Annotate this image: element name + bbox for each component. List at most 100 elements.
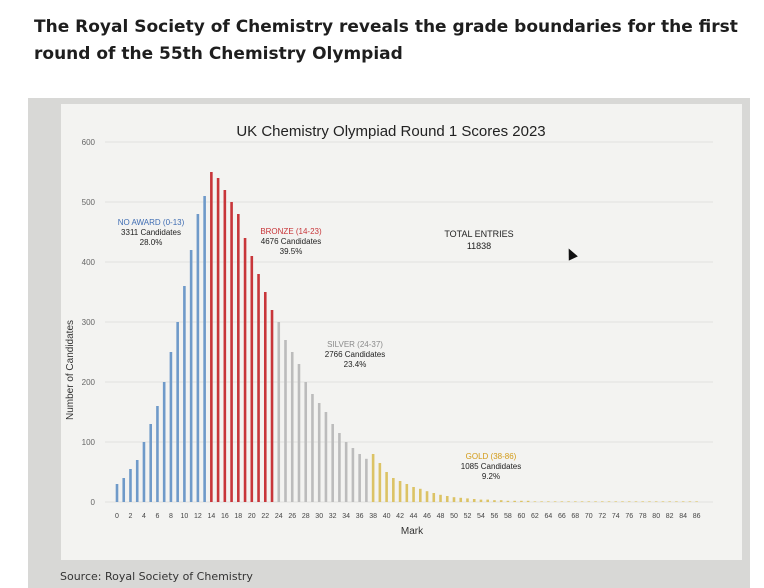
histogram-chart: UK Chemistry Olympiad Round 1 Scores 202… [65, 123, 713, 537]
bar-mark-60 [520, 500, 523, 502]
y-tick-label: 100 [82, 438, 96, 447]
bar-mark-35 [351, 448, 355, 502]
gold-percent: 9.2% [482, 472, 500, 481]
bar-mark-16 [223, 190, 227, 502]
bar-mark-68 [574, 501, 577, 502]
gold-candidates: 1085 Candidates [461, 462, 522, 471]
bronze-percent: 39.5% [280, 247, 303, 256]
bar-mark-29 [311, 394, 314, 502]
y-axis-label: Number of Candidates [65, 320, 76, 420]
no-award-annotation: NO AWARD (0-13) 3311 Candidates 28.0% [118, 218, 185, 247]
bar-mark-45 [419, 488, 422, 502]
bar-mark-40 [385, 472, 388, 502]
gridlines [105, 141, 713, 503]
article-headline: The Royal Society of Chemistry reveals t… [34, 17, 738, 64]
bar-mark-65 [553, 501, 557, 502]
x-tick-label: 8 [169, 513, 173, 520]
bronze-annotation: BRONZE (14-23) 4676 Candidates 39.5% [260, 227, 322, 256]
bar-mark-75 [621, 501, 624, 502]
bar-mark-57 [499, 500, 503, 502]
bar-mark-72 [600, 501, 604, 502]
x-tick-label: 72 [598, 513, 606, 520]
x-tick-label: 16 [221, 513, 229, 520]
bar-mark-0 [115, 484, 119, 502]
bar-mark-28 [304, 382, 308, 502]
bar-mark-53 [472, 499, 476, 502]
bars [115, 172, 698, 502]
x-tick-label: 2 [129, 513, 133, 520]
silver-candidates: 2766 Candidates [325, 350, 386, 359]
bar-mark-39 [378, 463, 382, 502]
x-tick-label: 46 [423, 513, 431, 520]
x-tick-label: 42 [396, 513, 404, 520]
bar-mark-51 [459, 497, 463, 502]
x-tick-label: 70 [585, 513, 593, 520]
bar-mark-63 [540, 501, 543, 502]
bar-mark-47 [432, 493, 436, 502]
bar-mark-54 [479, 499, 483, 502]
bar-mark-77 [634, 501, 638, 502]
x-tick-label: 76 [625, 513, 633, 520]
bar-mark-61 [526, 500, 530, 502]
chart-card: UK Chemistry Olympiad Round 1 Scores 202… [61, 104, 742, 560]
bar-mark-10 [183, 286, 186, 502]
bar-mark-17 [230, 202, 233, 502]
bar-mark-37 [365, 458, 368, 502]
bar-mark-36 [358, 454, 361, 502]
source-caption: Source: Royal Society of Chemistry [60, 570, 253, 583]
x-tick-label: 64 [544, 513, 552, 520]
no-award-candidates: 3311 Candidates [121, 228, 181, 237]
y-tick-label: 300 [82, 318, 96, 327]
x-tick-label: 60 [518, 513, 526, 520]
bar-mark-44 [412, 487, 415, 502]
x-tick-label: 38 [369, 513, 377, 520]
x-tick-label: 26 [288, 513, 296, 520]
bar-mark-85 [688, 501, 692, 502]
x-tick-label: 80 [652, 513, 660, 520]
bar-mark-43 [405, 484, 409, 502]
x-tick-label: 10 [181, 513, 189, 520]
bar-mark-20 [250, 256, 254, 502]
bar-mark-5 [149, 424, 152, 502]
x-tick-label: 14 [207, 513, 215, 520]
bar-mark-70 [587, 501, 591, 502]
bar-mark-1 [122, 478, 126, 502]
bar-mark-38 [371, 454, 375, 502]
bar-mark-18 [237, 214, 240, 502]
bar-mark-7 [162, 382, 166, 502]
x-tick-label: 48 [437, 513, 445, 520]
bar-mark-8 [169, 352, 173, 502]
bar-mark-24 [277, 322, 281, 502]
chart-title: UK Chemistry Olympiad Round 1 Scores 202… [236, 123, 545, 140]
bar-mark-11 [189, 250, 193, 502]
bar-mark-42 [398, 481, 402, 502]
y-axis-ticks: 0 100 200 300 400 500 600 [82, 138, 96, 507]
bar-mark-73 [607, 501, 611, 502]
bar-mark-22 [263, 292, 267, 502]
bar-mark-13 [203, 196, 206, 502]
gold-range-label: GOLD (38-86) [466, 452, 517, 461]
x-tick-label: 78 [639, 513, 647, 520]
bar-mark-14 [210, 172, 213, 502]
bar-mark-3 [135, 460, 139, 502]
bar-mark-34 [344, 442, 348, 502]
x-tick-label: 56 [491, 513, 499, 520]
x-tick-label: 36 [356, 513, 364, 520]
y-tick-label: 600 [82, 138, 96, 147]
x-axis-ticks: 0 2 4 6 8 10 12 14 16 18 20 22 24 26 28 30 32 34 36 38 40 42 4… [115, 513, 701, 520]
bar-mark-71 [594, 501, 597, 502]
bar-mark-4 [142, 442, 146, 502]
bar-mark-31 [324, 412, 328, 502]
bar-mark-83 [675, 501, 678, 502]
x-tick-label: 68 [571, 513, 579, 520]
x-axis-label: Mark [401, 526, 424, 537]
bar-mark-27 [297, 364, 301, 502]
x-tick-label: 40 [383, 513, 391, 520]
x-tick-label: 12 [194, 513, 202, 520]
total-entries-label: TOTAL ENTRIES [444, 229, 513, 239]
bar-mark-9 [176, 322, 179, 502]
x-tick-label: 44 [410, 513, 418, 520]
x-tick-label: 34 [342, 513, 350, 520]
bar-mark-81 [661, 501, 665, 502]
bar-mark-15 [216, 178, 220, 502]
